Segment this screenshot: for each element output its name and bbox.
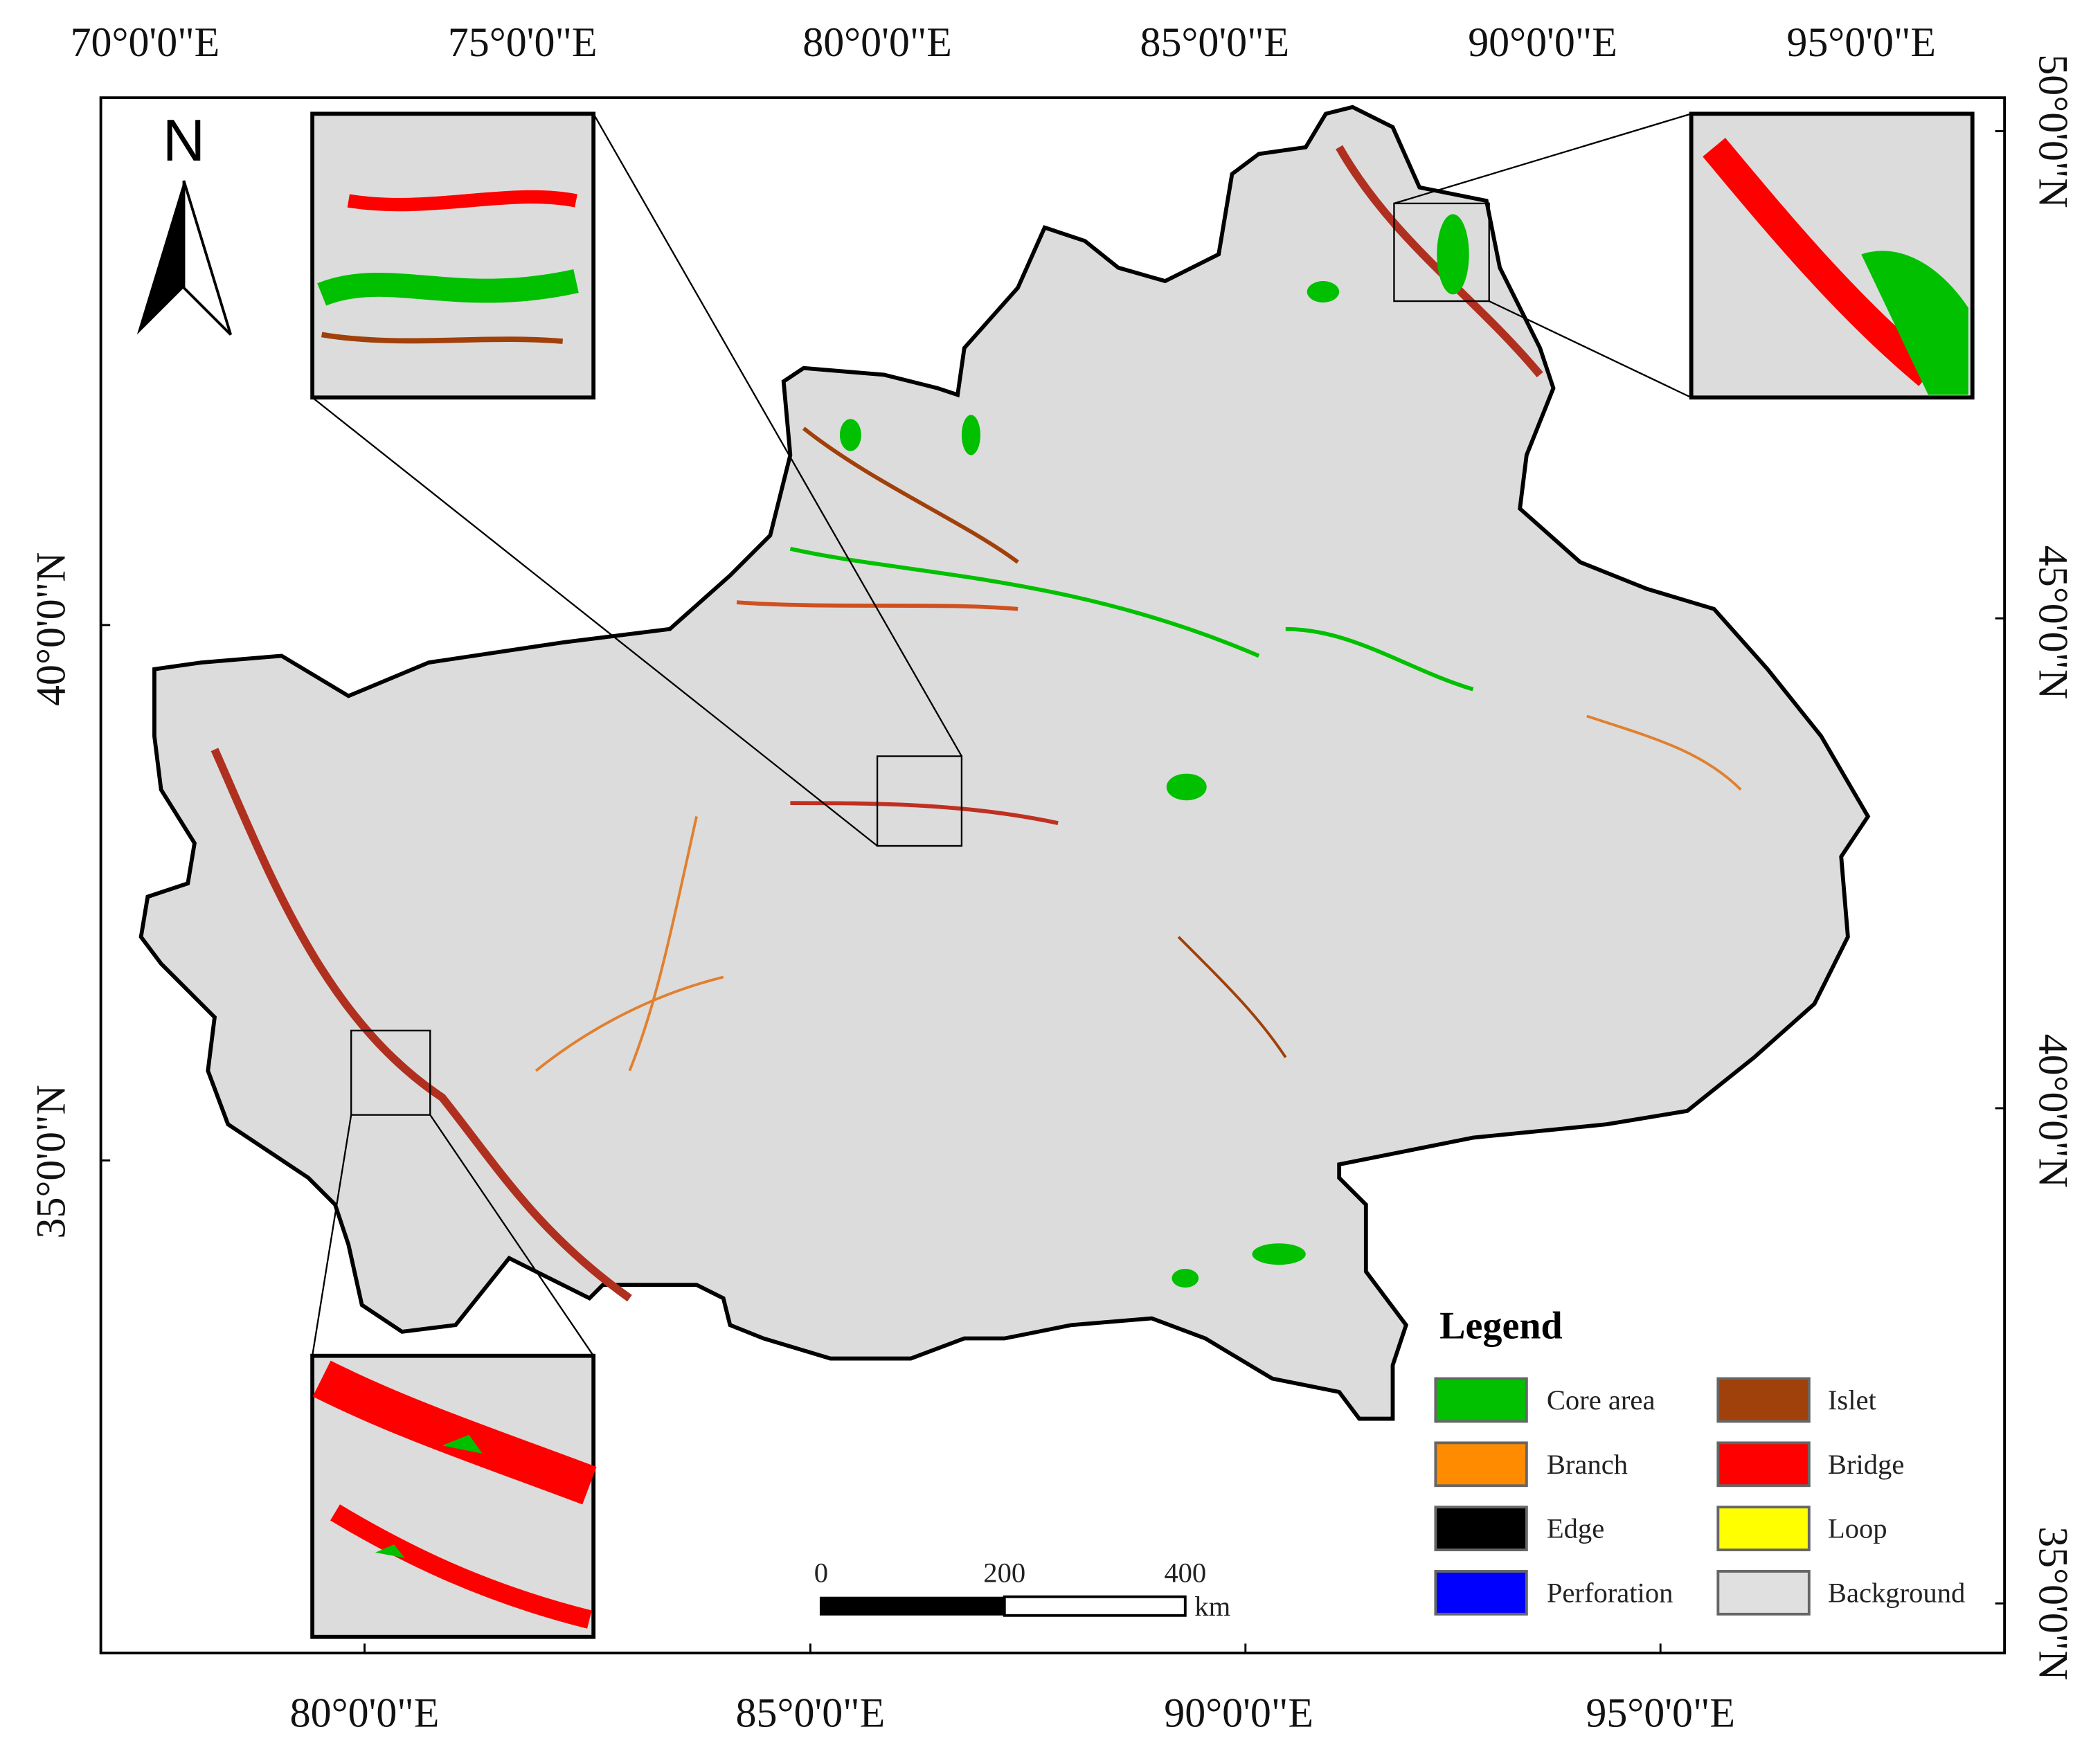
inset-boxes (311, 113, 1692, 1357)
legend-label: Bridge (1828, 1449, 1904, 1480)
scale-label: 200 (983, 1557, 1025, 1588)
legend-swatch (1716, 1506, 1811, 1551)
coord-label: 40°0'0"N (28, 552, 73, 706)
north-arrow: N (136, 108, 233, 336)
legend-swatch (1434, 1377, 1528, 1423)
scale-unit: km (1194, 1591, 1230, 1622)
inset-maps (310, 111, 1975, 1639)
north-label: N (163, 108, 205, 174)
legend: Legend Core area Branch Edge Perforation Isl… (1434, 1305, 1965, 1616)
coord-label: 90°0'0"E (1468, 19, 1617, 65)
legend-label: Core area (1547, 1384, 1655, 1416)
legend-swatch (1434, 1506, 1528, 1551)
core-patches (839, 214, 1469, 1288)
coord-label: 95°0'0"E (1586, 1690, 1735, 1735)
coord-label: 80°0'0"E (802, 19, 952, 65)
coord-label: 35°0'0"N (2030, 1526, 2076, 1680)
left-labels: 40°0'0"N 35°0'0"N (28, 552, 73, 1239)
coord-label: 35°0'0"N (28, 1085, 73, 1238)
legend-label: Branch (1547, 1449, 1628, 1480)
scale-label: 400 (1164, 1557, 1206, 1588)
coord-label: 70°0'0"E (71, 19, 220, 65)
coord-label: 75°0'0"E (448, 19, 598, 65)
bottom-labels: 80°0'0"E 85°0'0"E 90°0'0"E 95°0'0"E (290, 1690, 1735, 1735)
coord-label: 80°0'0"E (290, 1690, 440, 1735)
legend-title: Legend (1439, 1305, 1563, 1348)
coord-label: 85°0'0"E (736, 1690, 886, 1735)
legend-swatch (1716, 1570, 1811, 1616)
coord-label: 45°0'0"N (2030, 545, 2076, 699)
coord-label: 85°0'0"E (1140, 19, 1289, 65)
scale-label: 0 (814, 1557, 828, 1588)
legend-swatch (1434, 1570, 1528, 1616)
legend-swatch (1716, 1377, 1811, 1423)
legend-label: Loop (1828, 1513, 1887, 1544)
corridor-pattern (210, 145, 1742, 1302)
coord-label: 40°0'0"N (2030, 1034, 2076, 1188)
coord-label: 50°0'0"N (2030, 54, 2076, 208)
map-frame (99, 96, 2007, 1654)
scale-bar: 0 200 400 km (814, 1557, 1230, 1621)
top-labels: 70°0'0"E 75°0'0"E 80°0'0"E 85°0'0"E 90°0… (71, 19, 1936, 65)
coord-label: 95°0'0"E (1786, 19, 1936, 65)
coord-label: 90°0'0"E (1164, 1690, 1313, 1735)
legend-label: Edge (1547, 1513, 1604, 1544)
region (138, 105, 1871, 1421)
legend-swatch (1434, 1441, 1528, 1488)
graticule-ticks (100, 130, 2005, 1653)
right-labels: 50°0'0"N 45°0'0"N 40°0'0"N 35°0'0"N (2030, 54, 2076, 1680)
legend-label: Background (1828, 1577, 1965, 1608)
legend-label: Islet (1828, 1384, 1877, 1416)
legend-swatch (1716, 1441, 1811, 1488)
legend-label: Perforation (1547, 1577, 1673, 1608)
